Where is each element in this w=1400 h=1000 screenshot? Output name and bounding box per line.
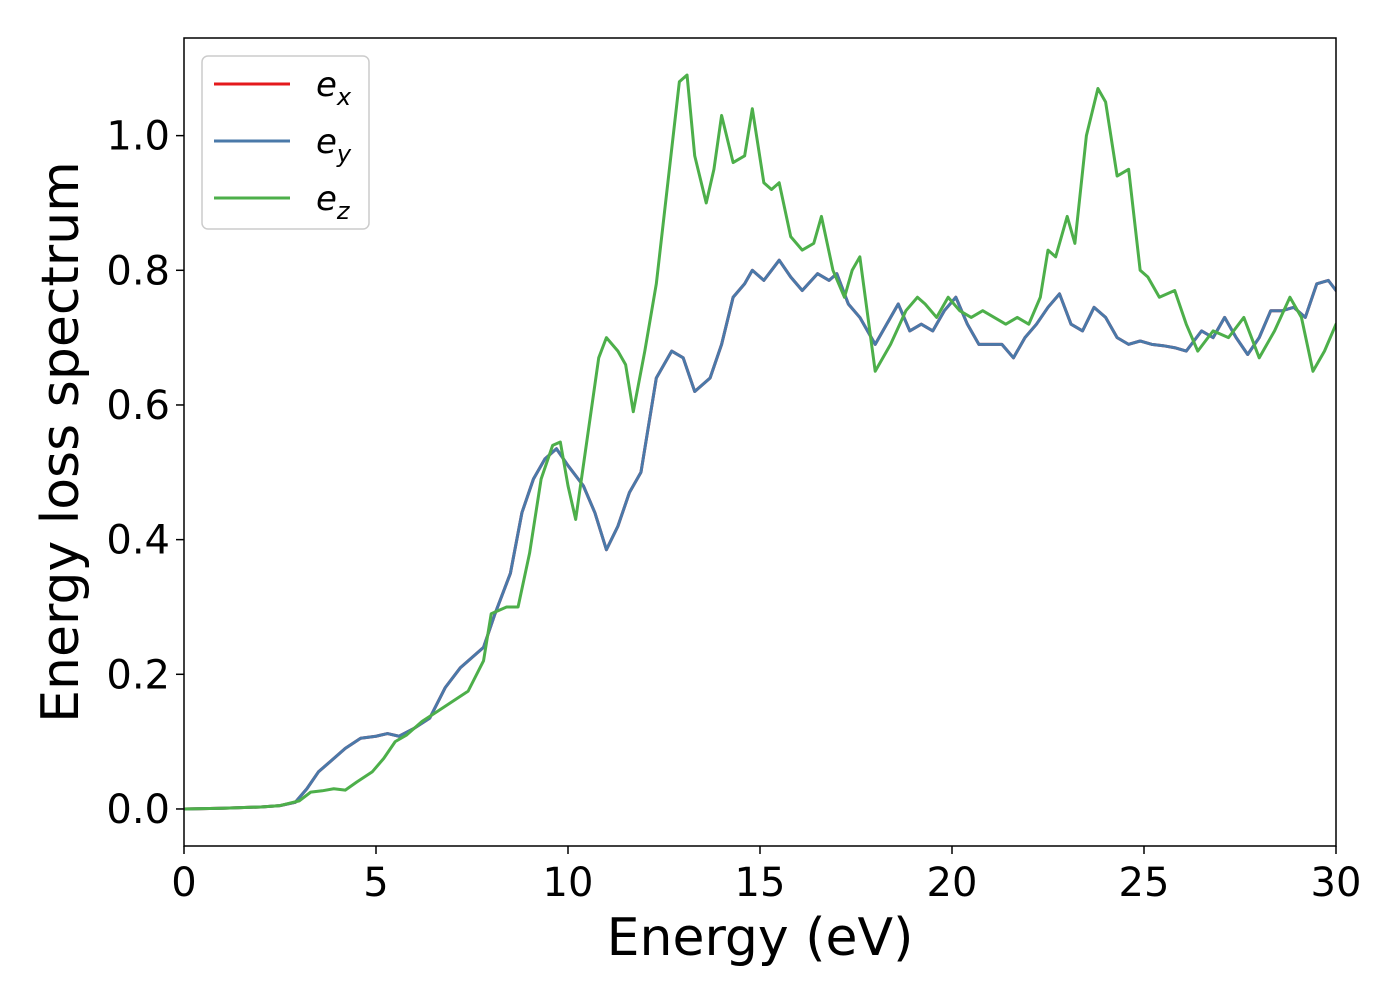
legend-label-x: ex	[316, 65, 352, 111]
legend: ex ey ez	[201, 55, 370, 230]
x-tick-label: 25	[1119, 860, 1170, 906]
legend-label-y: ey	[316, 122, 352, 168]
x-axis-label: Energy (eV)	[607, 908, 914, 968]
y-tick-label: 0.4	[106, 518, 170, 564]
y-tick-label: 1.0	[106, 114, 170, 160]
y-tick-label: 0.8	[106, 248, 170, 294]
x-tick-label: 20	[927, 860, 978, 906]
y-tick-label: 0.0	[106, 787, 170, 833]
series-line-y	[184, 258, 1336, 811]
x-tick-label: 30	[1311, 860, 1362, 906]
x-tick-label: 10	[543, 860, 594, 906]
y-axis-label: Energy loss spectrum	[31, 161, 91, 723]
series-layer	[184, 73, 1336, 811]
x-tick-label: 15	[735, 860, 786, 906]
y-tick-label: 0.6	[106, 383, 170, 429]
legend-label-z: ez	[316, 179, 351, 225]
x-axis: 0 5 10 15 20 25 30	[171, 846, 1361, 906]
series-line-x	[184, 258, 1336, 811]
series-line-z	[184, 73, 1336, 811]
x-tick-label: 0	[171, 860, 196, 906]
x-tick-label: 5	[363, 860, 388, 906]
y-tick-label: 0.2	[106, 652, 170, 698]
y-axis: 0.0 0.2 0.4 0.6 0.8 1.0	[106, 114, 184, 833]
